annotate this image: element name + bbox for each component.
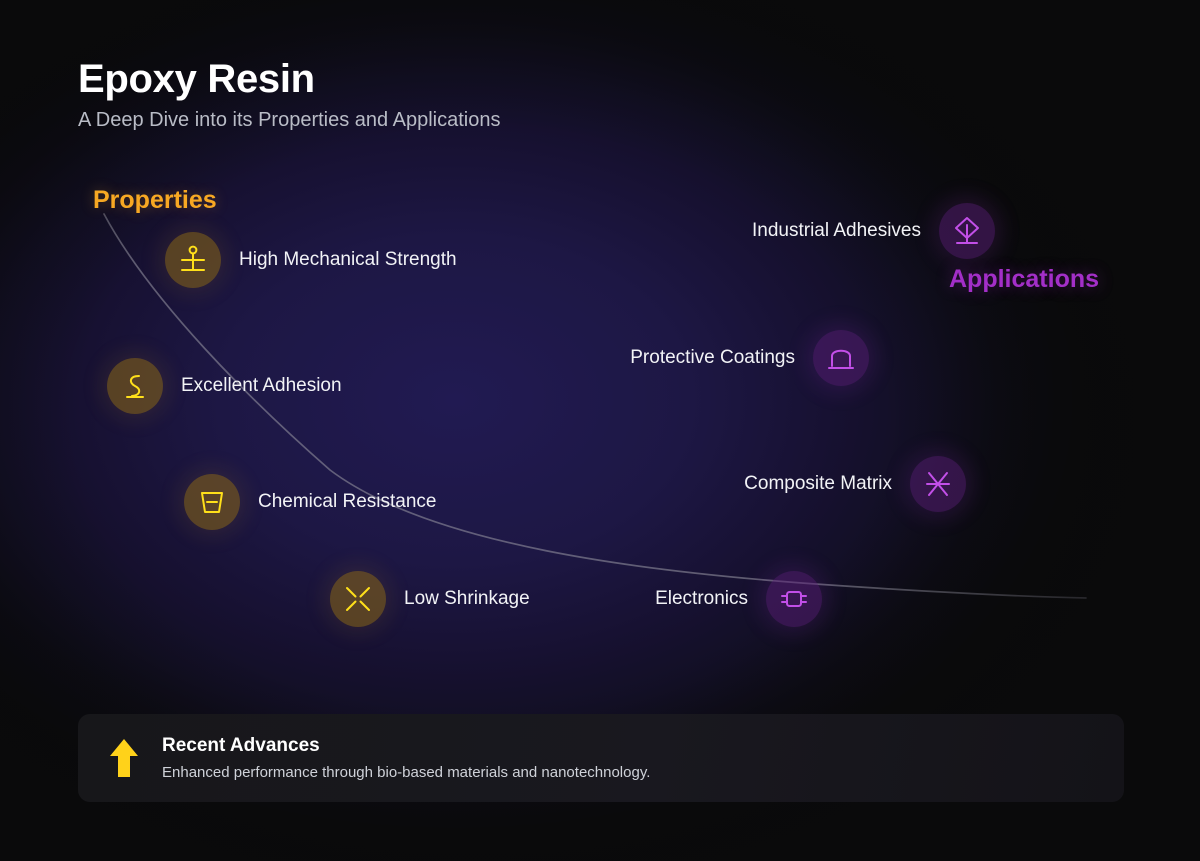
application-node-protective-coatings[interactable]: Protective Coatings (630, 330, 869, 386)
properties-section-heading: Properties (93, 186, 217, 214)
adhesion-squiggle-icon (126, 375, 144, 398)
page-title: Epoxy Resin (78, 57, 315, 101)
property-node-high-mechanical-strength[interactable]: High Mechanical Strength (165, 232, 457, 288)
applications-section-heading: Applications (949, 265, 1100, 293)
property-icon-bubble (165, 232, 221, 288)
application-label: Electronics (655, 588, 748, 609)
property-label: Low Shrinkage (404, 588, 530, 609)
banner-subtitle: Enhanced performance through bio-based m… (162, 763, 651, 781)
property-label: Excellent Adhesion (181, 375, 342, 396)
application-icon-bubble (939, 203, 995, 259)
banner-icon-wrap (104, 736, 144, 780)
microchip-icon (781, 591, 807, 607)
application-icon-bubble (766, 571, 822, 627)
property-icon-bubble (107, 358, 163, 414)
property-node-excellent-adhesion[interactable]: Excellent Adhesion (107, 358, 342, 414)
property-icon-bubble (184, 474, 240, 530)
application-node-industrial-adhesives[interactable]: Industrial Adhesives (752, 203, 995, 259)
fiber-star-icon (926, 472, 950, 496)
application-node-composite-matrix[interactable]: Composite Matrix (744, 456, 966, 512)
property-node-low-shrinkage[interactable]: Low Shrinkage (330, 571, 530, 627)
application-icon-bubble (813, 330, 869, 386)
banner-title: Recent Advances (162, 734, 320, 756)
property-icon-bubble (330, 571, 386, 627)
application-node-electronics[interactable]: Electronics (655, 571, 822, 627)
page-subtitle: A Deep Dive into its Properties and Appl… (78, 109, 501, 131)
application-label: Protective Coatings (630, 347, 795, 368)
property-label: High Mechanical Strength (239, 249, 457, 270)
header: Epoxy Resin A Deep Dive into its Propert… (78, 56, 500, 132)
property-label: Chemical Resistance (258, 491, 437, 512)
dome-coating-icon (828, 349, 854, 369)
application-icon-bubble (910, 456, 966, 512)
column-strength-icon (181, 245, 205, 271)
shrink-arrows-icon (346, 587, 370, 611)
application-label: Composite Matrix (744, 473, 892, 494)
banner-text-block: Recent Advances Enhanced performance thr… (162, 734, 650, 782)
application-label: Industrial Adhesives (752, 220, 921, 241)
recent-advances-banner[interactable]: Recent Advances Enhanced performance thr… (78, 714, 1124, 802)
diamond-bond-icon (955, 217, 979, 244)
beaker-icon (201, 492, 223, 513)
property-node-chemical-resistance[interactable]: Chemical Resistance (184, 474, 436, 530)
up-arrow-icon (110, 739, 138, 777)
